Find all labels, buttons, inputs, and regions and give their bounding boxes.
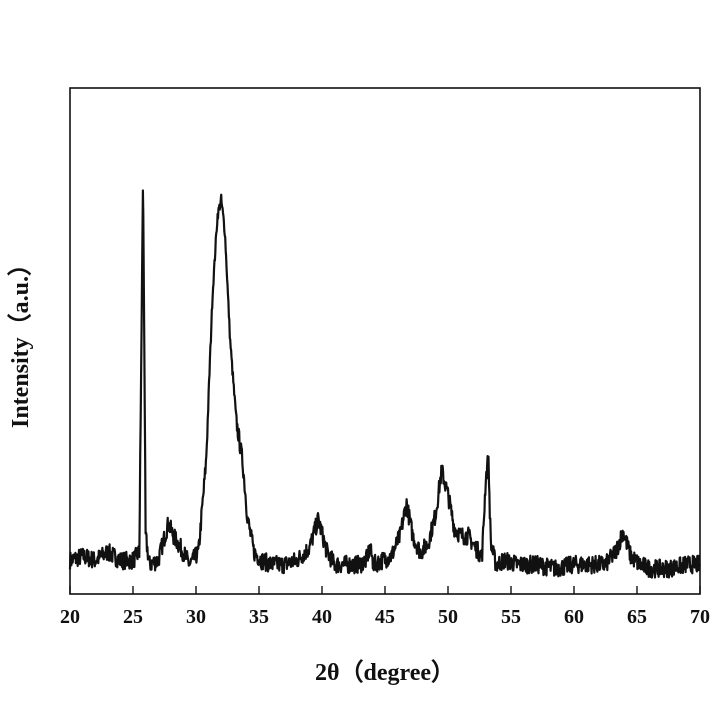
x-tick-label: 35: [249, 606, 269, 628]
x-tick-label: 20: [60, 606, 80, 628]
x-tick-label: 30: [186, 606, 206, 628]
plot-frame: [69, 87, 701, 595]
x-tick-label: 60: [564, 606, 584, 628]
x-axis-ticks: [69, 586, 701, 594]
x-tick-label: 50: [438, 606, 458, 628]
y-axis-title: Intensity（a.u.）: [7, 252, 34, 428]
x-axis-tick-labels: 20 25 30 35 40 45 50 55 60 65 70: [60, 606, 710, 628]
x-tick-label: 45: [375, 606, 395, 628]
x-tick-label: 25: [123, 606, 143, 628]
x-axis-title: 2θ（degree）: [315, 659, 455, 686]
x-tick-label: 70: [690, 606, 710, 628]
x-tick-label: 55: [501, 606, 521, 628]
x-tick-label: 40: [312, 606, 332, 628]
series-line: [68, 189, 701, 579]
x-tick-label: 65: [627, 606, 647, 628]
